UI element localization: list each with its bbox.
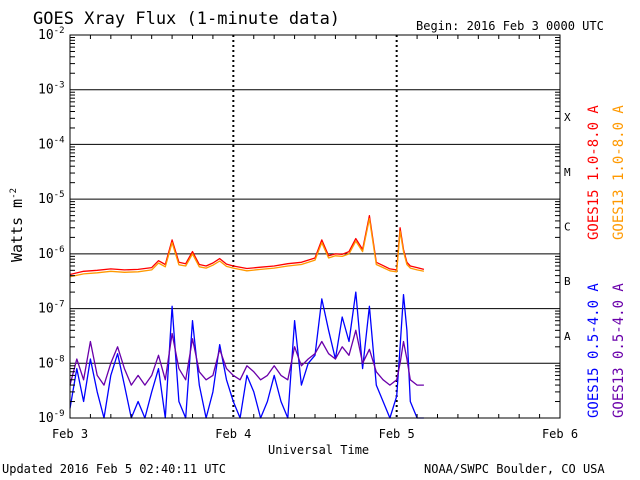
y-tick-label: 10-7 bbox=[38, 300, 65, 317]
legend-entry-3: GOES15 0.5-4.0 A bbox=[586, 283, 602, 418]
x-tick-label: Feb 3 bbox=[52, 427, 88, 441]
series-line-1 bbox=[69, 214, 425, 276]
series-line-2 bbox=[69, 218, 425, 278]
y-tick-label: 10-6 bbox=[38, 245, 65, 262]
legend: GOES15 1.0-8.0 A GOES13 1.0-8.0 A GOES15 0… bbox=[586, 105, 627, 418]
y-tick-label: 10-9 bbox=[38, 409, 65, 426]
plot-frame bbox=[69, 34, 561, 419]
flare-class-label: C bbox=[564, 221, 571, 234]
x-tick-labels: Feb 3 Feb 4 Feb 5 Feb 6 bbox=[52, 427, 578, 441]
flare-class-label: X bbox=[564, 111, 571, 124]
plot-border bbox=[69, 34, 561, 419]
flare-class-label: M bbox=[564, 166, 571, 179]
updated-label: Updated 2016 Feb 5 02:40:11 UTC bbox=[2, 462, 226, 476]
begin-label: Begin: 2016 Feb 3 0000 UTC bbox=[416, 19, 604, 33]
legend-entry-1: GOES15 1.0-8.0 A bbox=[586, 105, 602, 240]
y-tick-label: 10-3 bbox=[38, 81, 65, 98]
plot-background bbox=[70, 35, 560, 418]
x-tick-label: Feb 4 bbox=[215, 427, 251, 441]
series-line-4 bbox=[69, 329, 424, 386]
y-axis-label: Watts m-2 bbox=[8, 188, 26, 262]
legend-entry-4: GOES13 0.5-4.0 A bbox=[611, 283, 627, 418]
source-label: NOAA/SWPC Boulder, CO USA bbox=[424, 462, 605, 476]
y-tick-label: 10-4 bbox=[38, 135, 65, 152]
y-tick-labels: 10-2 10-3 10-4 10-5 10-6 10-7 10-8 10-9 bbox=[38, 26, 65, 426]
y-tick-label: 10-8 bbox=[38, 354, 65, 371]
x-tick-label: Feb 6 bbox=[542, 427, 578, 441]
plot-area bbox=[70, 34, 560, 418]
chart-title: GOES Xray Flux (1-minute data) bbox=[33, 9, 340, 29]
y-tick-label: 10-2 bbox=[38, 26, 65, 43]
y-axis-label-group: Watts m-2 bbox=[8, 188, 26, 262]
y-tick-label: 10-5 bbox=[38, 190, 65, 207]
flare-class-label: B bbox=[564, 275, 571, 288]
flare-class-labels: X M C B A bbox=[564, 111, 571, 343]
x-tick-label: Feb 5 bbox=[379, 427, 415, 441]
x-axis-label: Universal Time bbox=[268, 443, 369, 457]
legend-entry-2: GOES13 1.0-8.0 A bbox=[611, 105, 627, 240]
flare-class-label: A bbox=[564, 330, 571, 343]
